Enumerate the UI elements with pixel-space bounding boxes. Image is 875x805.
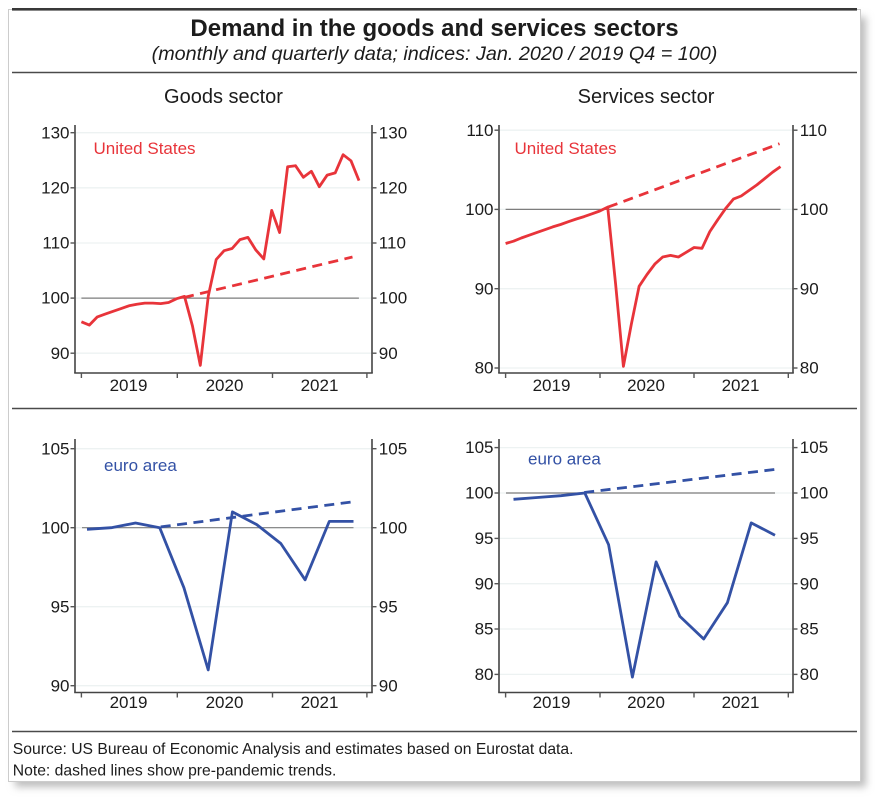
svg-text:100: 100 (465, 200, 493, 219)
svg-text:100: 100 (465, 484, 493, 503)
svg-text:100: 100 (41, 518, 69, 537)
svg-text:2020: 2020 (206, 693, 244, 712)
svg-text:2020: 2020 (206, 376, 244, 395)
svg-text:95: 95 (800, 529, 819, 548)
svg-text:90: 90 (800, 574, 819, 593)
svg-text:95: 95 (475, 529, 494, 548)
svg-text:80: 80 (475, 359, 494, 378)
svg-text:90: 90 (51, 676, 70, 695)
svg-text:90: 90 (51, 344, 70, 363)
svg-text:euro area: euro area (104, 456, 177, 475)
svg-text:100: 100 (379, 518, 407, 537)
svg-text:(monthly and quarterly data; i: (monthly and quarterly data; indices: Ja… (152, 43, 718, 65)
svg-text:80: 80 (800, 665, 819, 684)
svg-text:105: 105 (800, 438, 828, 457)
svg-text:120: 120 (41, 178, 69, 197)
svg-text:2019: 2019 (533, 693, 571, 712)
svg-text:90: 90 (475, 279, 494, 298)
svg-text:85: 85 (800, 620, 819, 639)
svg-text:95: 95 (379, 597, 398, 616)
svg-text:2020: 2020 (627, 693, 665, 712)
svg-text:Services sector: Services sector (578, 86, 715, 108)
svg-text:Note: dashed lines show pre-pa: Note: dashed lines show pre-pandemic tre… (13, 762, 337, 779)
svg-text:130: 130 (379, 123, 407, 142)
svg-text:2019: 2019 (110, 376, 148, 395)
svg-text:Demand in the goods and servic: Demand in the goods and services sectors (190, 15, 678, 42)
svg-text:100: 100 (800, 484, 828, 503)
svg-text:United States: United States (94, 139, 196, 158)
svg-text:Source: US Bureau of Economic: Source: US Bureau of Economic Analysis a… (13, 741, 574, 758)
svg-text:80: 80 (800, 359, 819, 378)
svg-text:110: 110 (42, 234, 69, 253)
svg-text:Goods sector: Goods sector (164, 86, 283, 108)
svg-text:110: 110 (379, 234, 406, 253)
svg-text:105: 105 (465, 438, 493, 457)
svg-text:2021: 2021 (722, 693, 760, 712)
svg-text:90: 90 (379, 676, 398, 695)
svg-text:100: 100 (379, 289, 407, 308)
svg-text:80: 80 (475, 665, 494, 684)
svg-text:110: 110 (466, 121, 493, 140)
svg-text:2021: 2021 (301, 376, 339, 395)
svg-text:United States: United States (515, 139, 617, 158)
svg-text:90: 90 (800, 279, 819, 298)
svg-text:120: 120 (379, 178, 407, 197)
svg-text:100: 100 (41, 289, 69, 308)
svg-text:130: 130 (41, 123, 69, 142)
svg-text:90: 90 (379, 344, 398, 363)
svg-text:110: 110 (800, 121, 827, 140)
svg-text:105: 105 (379, 439, 407, 458)
svg-text:105: 105 (41, 439, 69, 458)
svg-text:85: 85 (475, 620, 494, 639)
svg-text:euro area: euro area (528, 450, 601, 469)
svg-text:2020: 2020 (627, 376, 665, 395)
svg-text:100: 100 (800, 200, 828, 219)
svg-text:2019: 2019 (533, 376, 571, 395)
svg-text:90: 90 (475, 574, 494, 593)
svg-text:2021: 2021 (722, 376, 760, 395)
svg-text:2021: 2021 (301, 693, 339, 712)
svg-text:95: 95 (51, 597, 70, 616)
svg-text:2019: 2019 (110, 693, 148, 712)
